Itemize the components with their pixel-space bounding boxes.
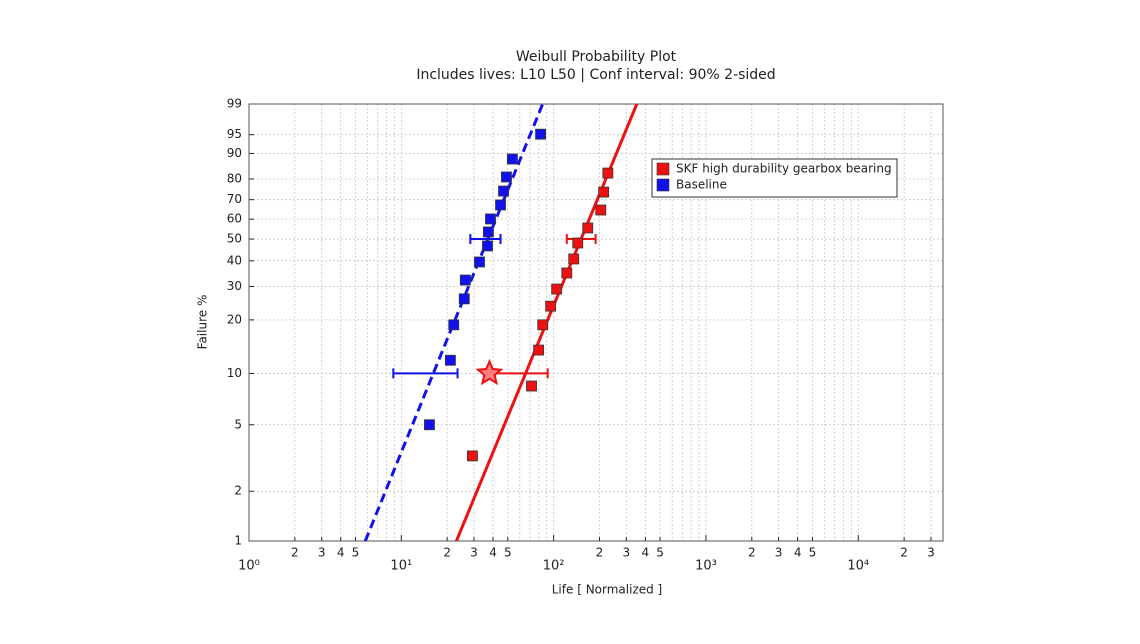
y-tick-label: 95 [227, 127, 242, 141]
x-tick-label: 4 [337, 546, 345, 560]
x-tick-label: 5 [656, 546, 664, 560]
data-point [506, 153, 518, 165]
data-point [545, 300, 557, 312]
data-point [424, 419, 435, 431]
y-tick-label: 99 [227, 97, 242, 111]
data-point [459, 274, 471, 286]
data-point [474, 256, 485, 268]
data-point [568, 253, 580, 265]
data-point [482, 240, 493, 252]
fit-line [363, 104, 545, 541]
plot-frame [248, 103, 944, 542]
x-tick-label: 10⁰ [238, 559, 260, 574]
y-tick-label: 60 [227, 212, 242, 226]
x-tick-label: 2 [748, 546, 756, 560]
data-point [533, 344, 545, 356]
x-tick-label: 3 [927, 546, 935, 560]
y-tick-label: 30 [227, 279, 242, 293]
x-tick-label: 10¹ [390, 559, 412, 574]
x-tick-label: 10⁴ [847, 559, 869, 574]
data-point [498, 185, 509, 197]
x-tick-label: 4 [489, 546, 497, 560]
plot-layer [363, 104, 639, 541]
data-point [535, 128, 546, 140]
data-point [561, 267, 573, 279]
x-tick-label: 10³ [695, 559, 717, 574]
x-tick-label: 5 [809, 546, 817, 560]
data-point [495, 199, 506, 211]
x-tick-label: 2 [596, 546, 604, 560]
x-tick-label: 3 [622, 546, 630, 560]
data-point [458, 293, 470, 305]
y-tick-label: 2 [234, 484, 242, 498]
life-estimate-marker [475, 358, 504, 386]
x-tick-label: 5 [504, 546, 512, 560]
data-point [602, 167, 614, 179]
x-tick-label: 3 [318, 546, 326, 560]
y-tick-label: 80 [227, 171, 242, 185]
data-point [444, 354, 456, 366]
y-tick-label: 20 [227, 312, 242, 326]
x-tick-label: 2 [291, 546, 299, 560]
x-tick-label: 4 [642, 546, 650, 560]
y-axis-label: Failure % [196, 295, 210, 350]
data-point [526, 380, 537, 392]
data-point [537, 319, 549, 331]
legend-swatch [656, 178, 670, 192]
confidence-interval [392, 368, 459, 379]
x-axis-label: Life [ Normalized ] [552, 583, 662, 597]
data-point [595, 204, 607, 216]
x-tick-label: 2 [900, 546, 908, 560]
legend-label: Baseline [676, 178, 727, 192]
data-point [448, 319, 460, 331]
data-point [482, 226, 494, 238]
x-tick-label: 5 [352, 546, 360, 560]
y-tick-label: 5 [234, 417, 242, 431]
data-point [598, 186, 610, 198]
y-tick-label: 40 [227, 253, 242, 267]
data-point [582, 222, 594, 234]
y-tick-label: 1 [234, 534, 242, 548]
confidence-interval [469, 234, 502, 245]
x-tick-label: 3 [775, 546, 783, 560]
chart-title: Weibull Probability Plot [516, 49, 677, 65]
y-tick-label: 70 [227, 192, 242, 206]
y-tick-label: 10 [227, 366, 242, 380]
x-tick-label: 10² [543, 559, 565, 574]
x-tick-label: 2 [443, 546, 451, 560]
legend-label: SKF high durability gearbox bearing [676, 162, 892, 176]
data-point [501, 171, 512, 183]
data-point [485, 213, 496, 225]
chart-subtitle: Includes lives: L10 L50 | Conf interval:… [416, 67, 775, 83]
y-tick-label: 90 [227, 146, 242, 160]
data-point [551, 283, 563, 295]
x-tick-label: 3 [470, 546, 478, 560]
data-point [467, 450, 478, 462]
legend-swatch [656, 162, 670, 176]
y-tick-label: 50 [227, 232, 242, 246]
x-tick-label: 4 [794, 546, 802, 560]
legend-box [651, 158, 898, 198]
data-point [572, 237, 584, 249]
